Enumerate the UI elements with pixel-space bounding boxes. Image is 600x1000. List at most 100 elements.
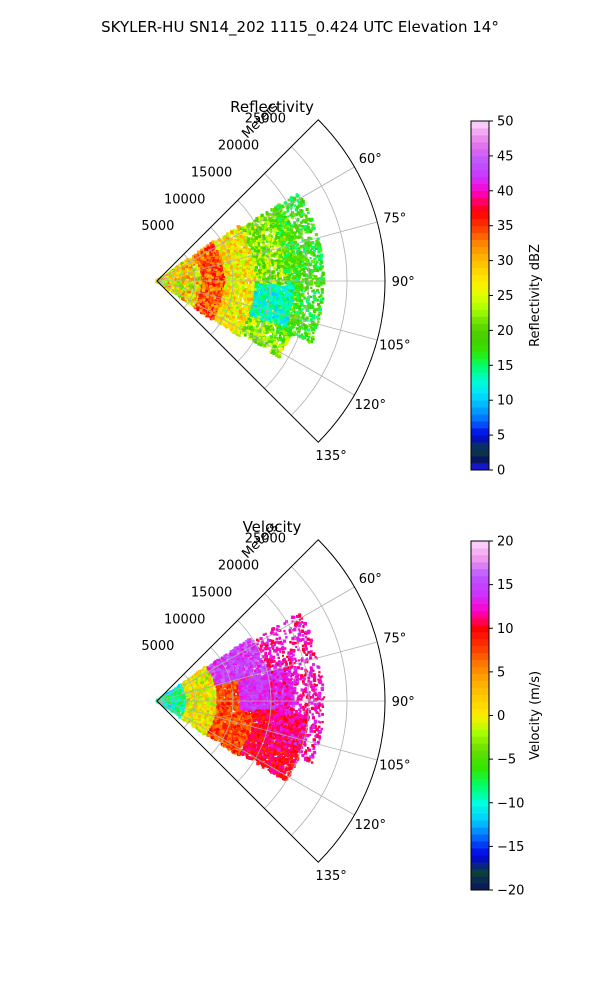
field-cell (233, 284, 236, 287)
field-cell (202, 274, 205, 278)
field-cell (213, 282, 217, 285)
field-cell (242, 305, 246, 309)
field-cell (243, 304, 247, 307)
field-cell (245, 284, 250, 289)
field-cell (210, 284, 214, 288)
field-cell (221, 274, 225, 278)
field-cell (239, 325, 244, 329)
field-cell (237, 275, 240, 278)
field-cell (247, 260, 251, 264)
field-cell (227, 306, 231, 310)
field-cell (181, 297, 184, 301)
field-cell (239, 304, 242, 307)
field-cell (226, 323, 229, 326)
field-cell (201, 259, 204, 262)
field-cell (192, 255, 195, 258)
field-cell (238, 309, 242, 313)
field-cell (220, 267, 223, 271)
field-cell (195, 300, 198, 304)
field-cell (183, 284, 188, 289)
field-cell (253, 283, 256, 286)
field-cell (167, 287, 171, 291)
field-cell (164, 277, 168, 281)
field-cell (214, 300, 218, 304)
field-cell (212, 253, 215, 257)
field-cell (219, 286, 222, 289)
field-cell (192, 296, 195, 299)
field-cell (264, 336, 267, 339)
field-cell (245, 264, 248, 268)
field-cell (207, 310, 211, 313)
field-cell (251, 260, 254, 264)
field-cell (252, 257, 256, 261)
field-cell (237, 329, 240, 332)
field-cell (235, 293, 238, 296)
field-cell (224, 238, 228, 242)
field-cell (202, 291, 206, 295)
field-cell (242, 313, 245, 316)
field-cell (178, 286, 182, 290)
field-cell (221, 292, 225, 296)
field-cell (182, 290, 185, 293)
field-cell (245, 309, 249, 313)
field-cell (293, 318, 296, 321)
field-cell (225, 258, 228, 261)
field-cell (252, 234, 255, 237)
field-cell (237, 244, 241, 248)
field-cell (234, 284, 238, 288)
field-cell (235, 332, 238, 335)
field-cell (198, 264, 202, 268)
field-cell (211, 251, 214, 254)
field-cell (197, 250, 201, 254)
field-cell (230, 307, 233, 310)
field-cell (206, 314, 209, 318)
field-cell (198, 262, 202, 265)
field-cell (208, 304, 211, 307)
field-cell (184, 264, 188, 268)
field-cell (217, 317, 221, 321)
field-cell (201, 271, 205, 275)
field-cell (190, 277, 194, 281)
field-cell (209, 242, 213, 245)
field-cell (242, 268, 246, 272)
field-cell (213, 249, 217, 253)
field-cell (206, 261, 210, 264)
field-cell (266, 264, 270, 268)
field-cell (242, 309, 246, 313)
field-cell (231, 294, 234, 297)
field-cell (184, 259, 188, 263)
field-cell (184, 299, 187, 302)
field-cell (206, 303, 210, 306)
field-cell (205, 310, 209, 314)
field-cell (222, 287, 226, 291)
field-cell (192, 261, 195, 265)
field-cell (243, 265, 247, 269)
field-cell (239, 235, 243, 238)
field-cell (193, 253, 196, 256)
field-cell (233, 249, 237, 253)
field-cell (206, 251, 210, 256)
field-cell (229, 288, 233, 292)
field-cell (212, 313, 215, 316)
field-cell (262, 258, 266, 261)
field-cell (245, 315, 249, 318)
field-cell (200, 299, 204, 302)
field-cell (250, 287, 255, 291)
field-cell (219, 307, 223, 311)
field-cell (225, 255, 230, 259)
field-cell (178, 289, 182, 293)
field-cell (223, 299, 226, 302)
field-cell (166, 275, 169, 279)
field-cell (236, 238, 240, 242)
field-cell (251, 274, 254, 277)
field-cell (198, 273, 201, 277)
field-cell (235, 330, 238, 333)
field-cell (242, 248, 246, 252)
field-cell (200, 251, 204, 254)
field-cell (205, 276, 209, 280)
field-cell (211, 240, 215, 244)
field-cell (221, 320, 226, 324)
field-cell (262, 227, 265, 231)
field-cell (166, 281, 170, 285)
